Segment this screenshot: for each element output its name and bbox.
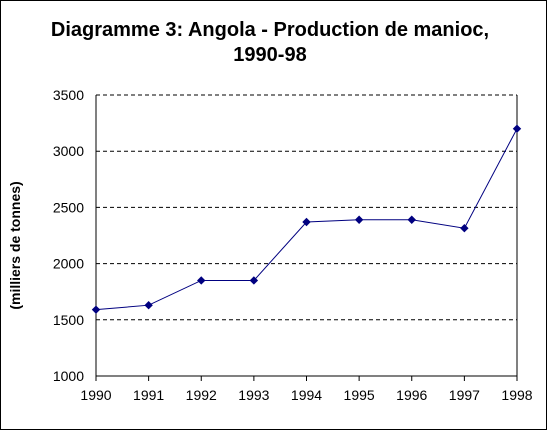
data-point: [91, 305, 101, 314]
y-tick-label: 2000: [53, 256, 84, 272]
y-tick-label: 3000: [53, 143, 84, 159]
x-tick-label: 1991: [133, 387, 164, 403]
gridlines: [96, 94, 517, 321]
x-tick-label: 1995: [344, 387, 375, 403]
axes: [95, 95, 518, 377]
data-point: [302, 217, 311, 227]
y-tick-labels: 1000 1500 2000 2500 3000 3500: [53, 87, 84, 384]
x-tick-label: 1998: [501, 387, 532, 403]
x-tick-label: 1992: [186, 387, 217, 403]
x-tick-label: 1990: [80, 387, 111, 403]
x-tick-labels: 1990 1991 1992 1993 1994 1995 1996 1997 1998: [80, 376, 533, 403]
y-tick-label: 3500: [53, 87, 84, 103]
data-point: [512, 124, 522, 133]
chart-title: Diagramme 3: Angola - Production de mani…: [50, 19, 490, 66]
data-point: [144, 300, 153, 310]
y-tick-label: 1000: [53, 368, 84, 384]
x-tick-label: 1997: [449, 387, 480, 403]
y-axis-title: (milliers de tonnes): [7, 181, 23, 309]
x-tick-label: 1994: [291, 387, 322, 403]
data-point: [354, 215, 364, 224]
data-point: [460, 223, 469, 233]
y-tick-label: 2500: [53, 199, 84, 215]
y-tick-label: 1500: [53, 312, 84, 328]
x-tick-label: 1996: [396, 387, 427, 403]
data-point: [249, 276, 259, 285]
data-point: [407, 215, 416, 224]
data-point: [197, 276, 206, 285]
series-group: [91, 124, 522, 314]
x-tick-label: 1993: [238, 387, 269, 403]
